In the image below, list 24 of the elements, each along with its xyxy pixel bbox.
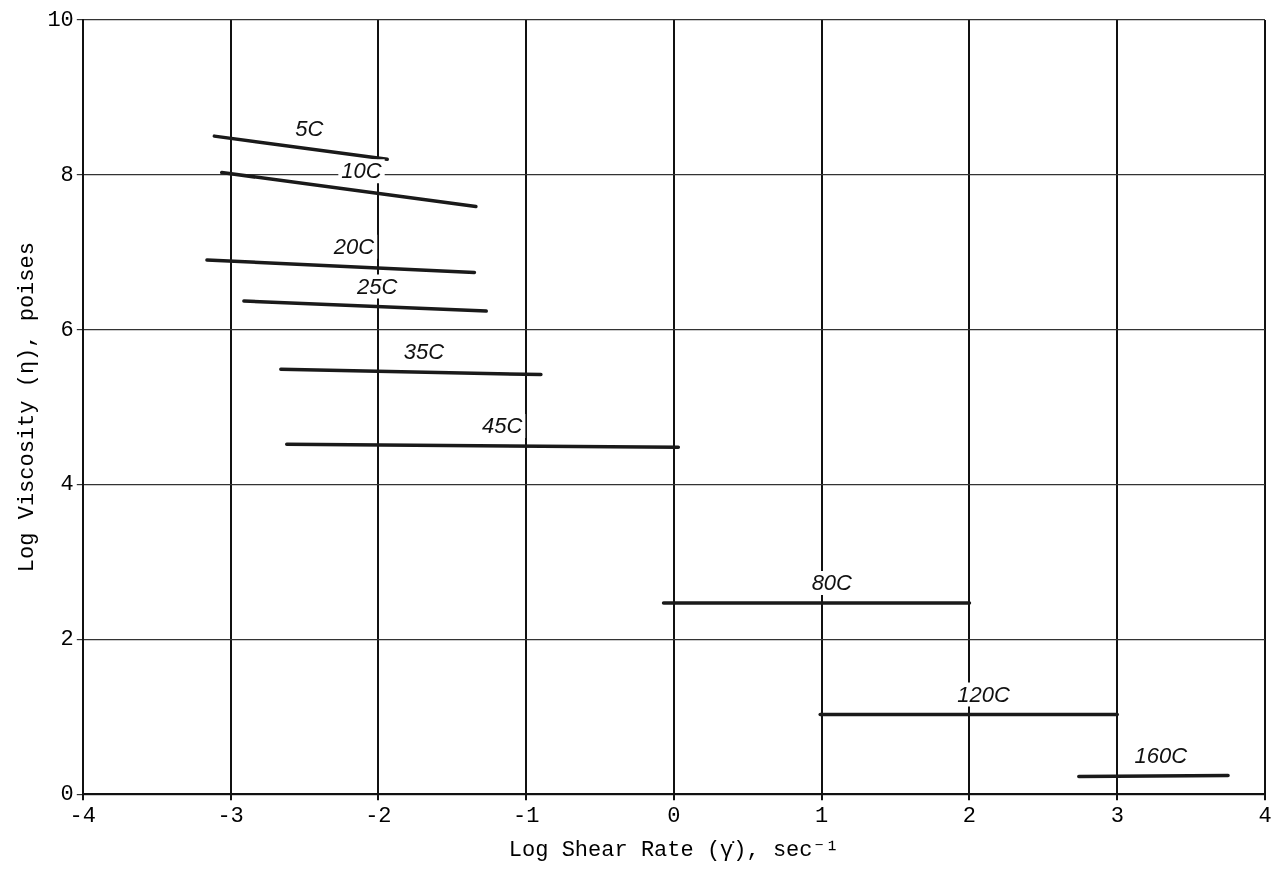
series-label: 5C (295, 116, 324, 142)
x-tick-label: -3 (217, 804, 244, 830)
series-label: 45C (481, 413, 523, 439)
series-label: 80C (811, 570, 853, 596)
x-tick-label: -1 (512, 804, 540, 830)
series-label: 25C (355, 273, 398, 299)
series-label: 20C (332, 233, 375, 259)
y-axis-title: Log Viscosity (η), poises (15, 242, 41, 573)
x-tick-label: 4 (1258, 804, 1272, 830)
x-axis-title: Log Shear Rate (γ̇), sec⁻¹ (508, 837, 839, 863)
series-label: 10C (341, 158, 382, 184)
y-tick-label: 10 (47, 7, 74, 33)
x-tick-label: 3 (1110, 804, 1124, 830)
x-tick-label: 1 (815, 804, 829, 830)
x-tick-label: 2 (962, 804, 977, 830)
y-tick-label: 4 (60, 472, 74, 498)
x-tick-label: 0 (667, 804, 681, 830)
y-tick-label: 2 (60, 627, 74, 653)
y-tick-label: 6 (60, 317, 74, 343)
series-label: 160C (1134, 743, 1188, 769)
series-label: 35C (403, 339, 445, 365)
y-tick-label: 8 (60, 162, 74, 188)
series-label: 120C (957, 681, 1010, 707)
x-tick-label: -2 (365, 804, 392, 830)
